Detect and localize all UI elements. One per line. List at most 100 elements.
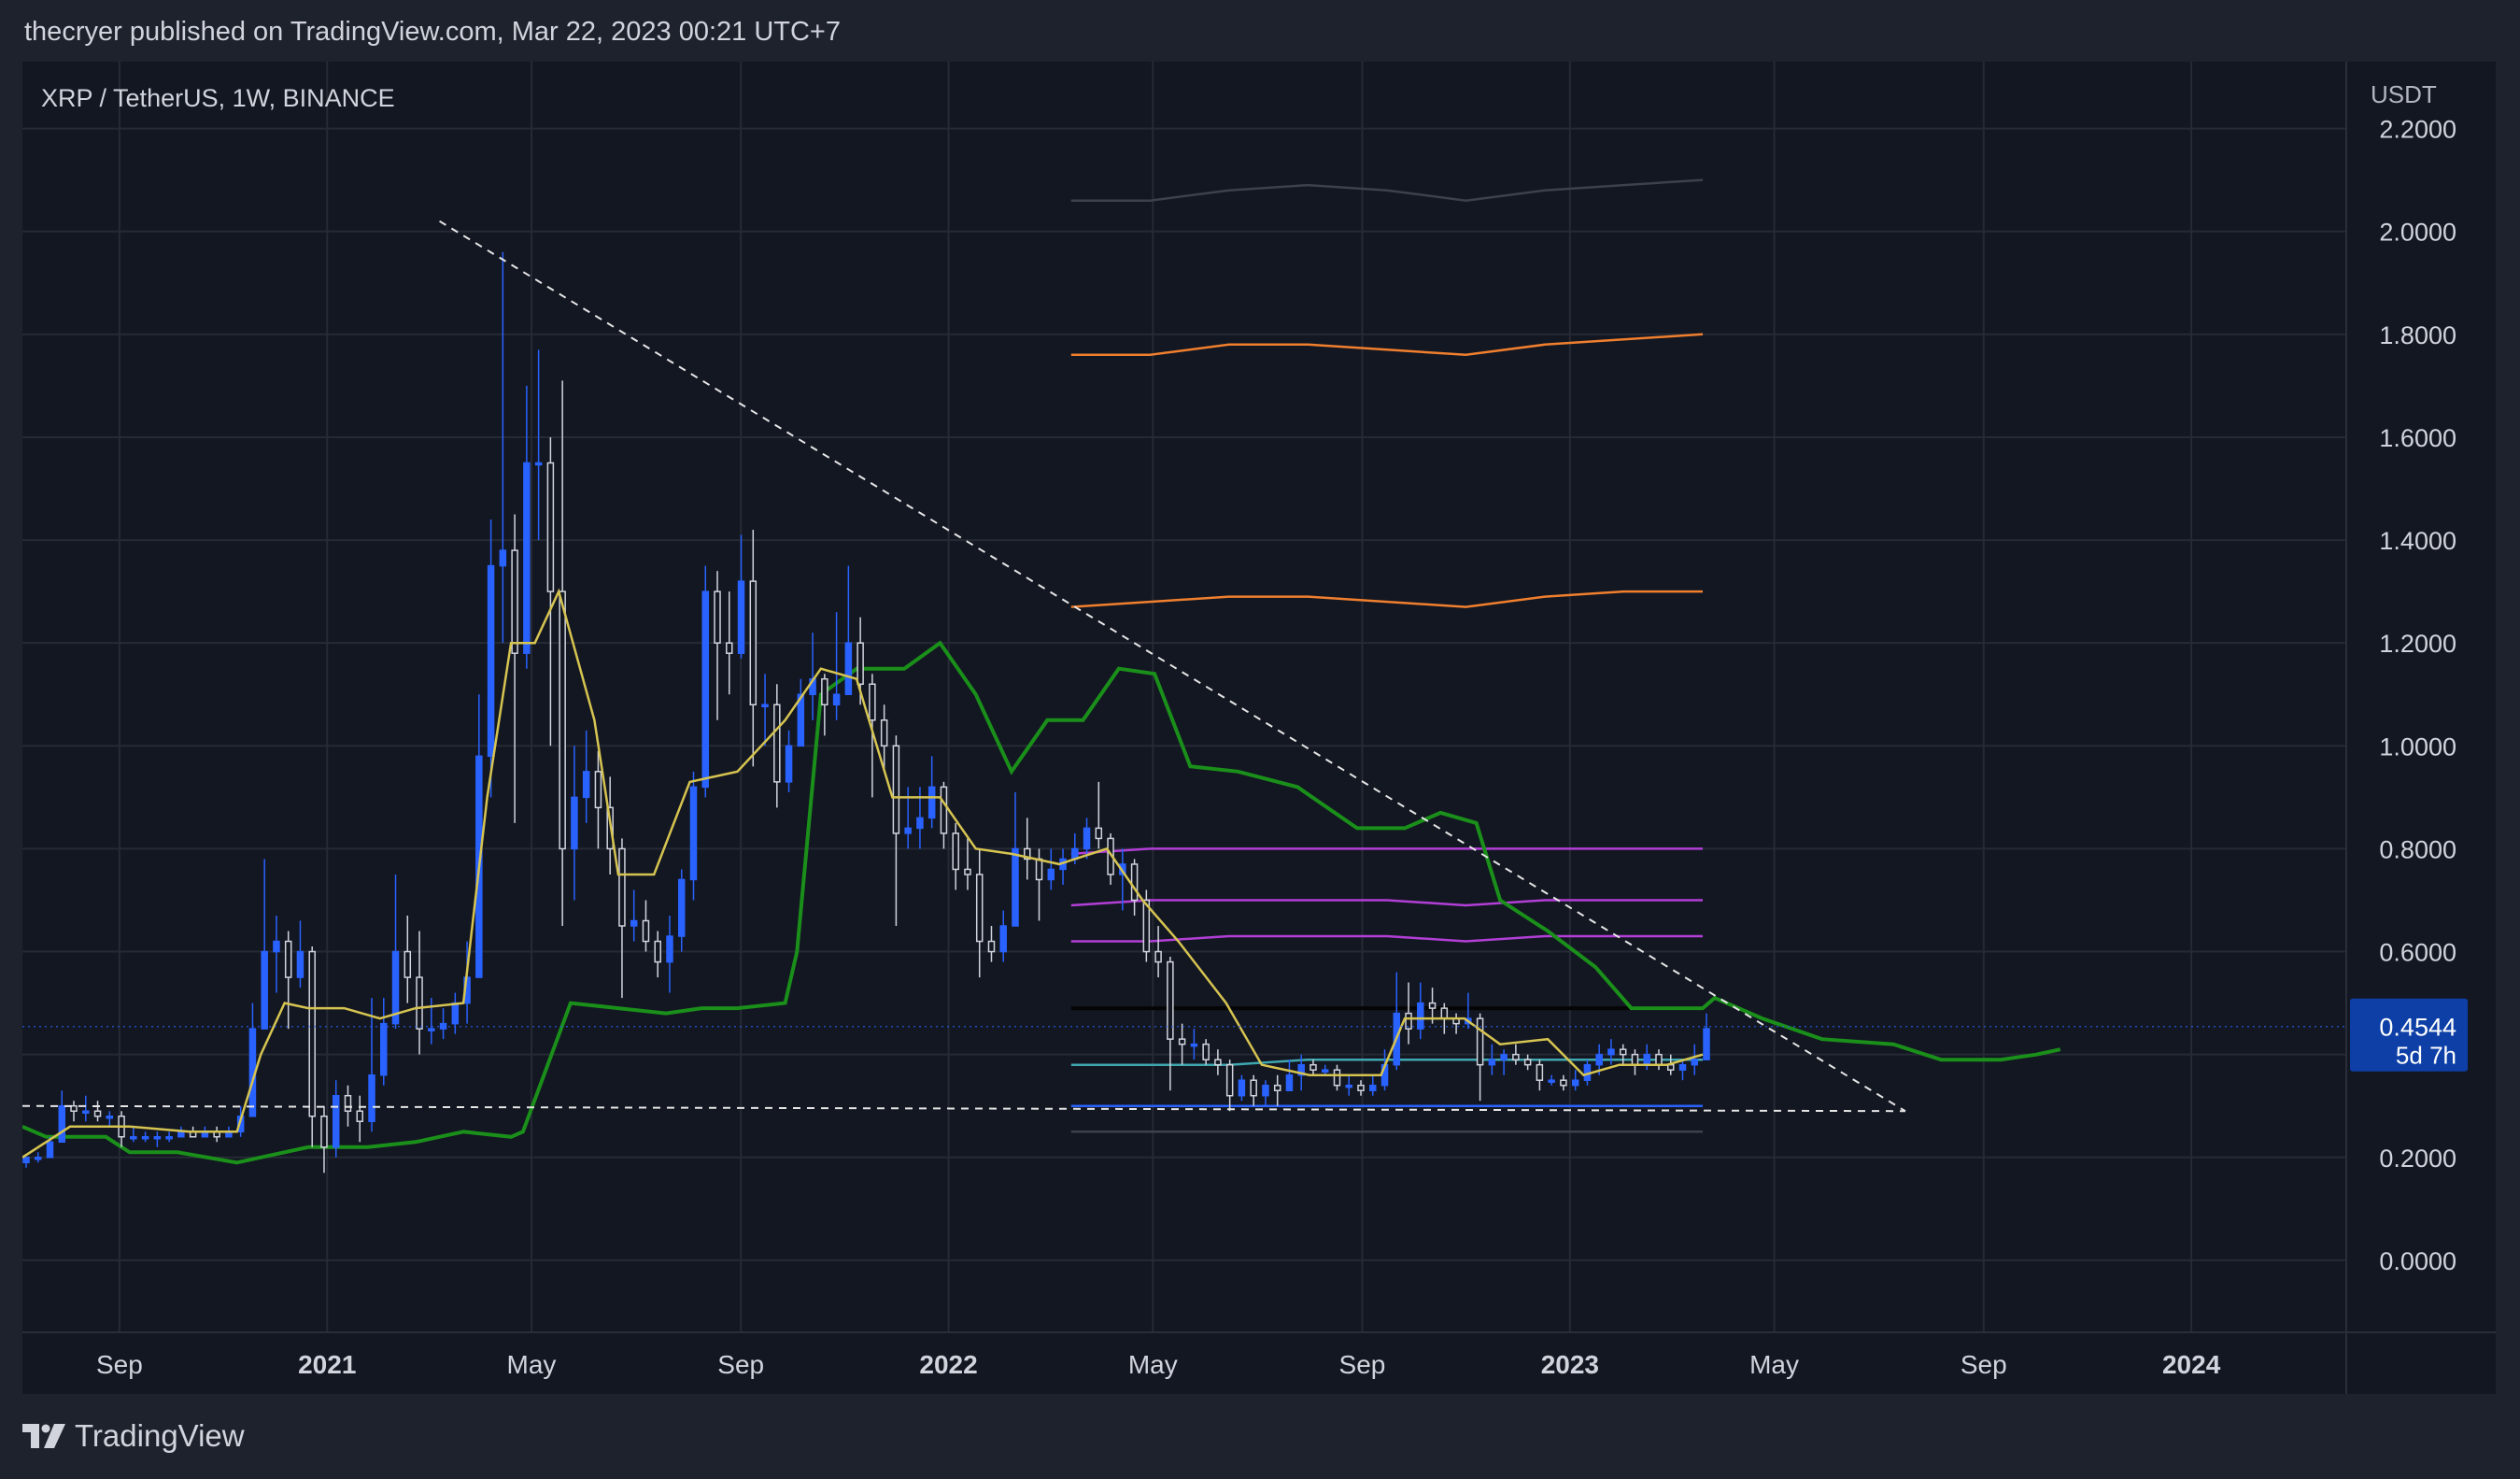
- candle[interactable]: [1333, 1064, 1341, 1091]
- candle[interactable]: [165, 1131, 173, 1143]
- candle[interactable]: [487, 519, 495, 798]
- candle[interactable]: [1154, 926, 1162, 978]
- candle[interactable]: [93, 1101, 102, 1122]
- candle[interactable]: [391, 874, 400, 1030]
- candle[interactable]: [1560, 1074, 1567, 1091]
- candle[interactable]: [749, 530, 757, 767]
- candle[interactable]: [1523, 1054, 1532, 1071]
- candle[interactable]: [571, 746, 578, 901]
- candle[interactable]: [594, 750, 602, 849]
- candle[interactable]: [1678, 1059, 1687, 1081]
- candle[interactable]: [130, 1126, 137, 1143]
- candle[interactable]: [832, 612, 841, 720]
- candle[interactable]: [308, 946, 316, 1147]
- candle[interactable]: [785, 730, 793, 792]
- candle[interactable]: [952, 822, 959, 890]
- candle[interactable]: [1476, 1013, 1484, 1102]
- candle[interactable]: [773, 684, 781, 808]
- candle[interactable]: [582, 730, 590, 823]
- candle[interactable]: [689, 771, 698, 901]
- candle[interactable]: [726, 591, 733, 695]
- last-price-tag[interactable]: [2350, 998, 2468, 1072]
- candle[interactable]: [416, 931, 423, 1055]
- candle[interactable]: [1214, 1049, 1222, 1075]
- candle[interactable]: [1405, 982, 1412, 1045]
- candle[interactable]: [511, 514, 518, 823]
- candle[interactable]: [666, 916, 673, 993]
- candle[interactable]: [356, 1095, 364, 1143]
- candle[interactable]: [677, 869, 686, 952]
- candle[interactable]: [82, 1095, 90, 1122]
- candle[interactable]: [22, 1157, 30, 1168]
- candle[interactable]: [1047, 848, 1055, 890]
- candle[interactable]: [35, 1152, 42, 1163]
- candle[interactable]: [880, 704, 888, 772]
- candle[interactable]: [654, 931, 661, 978]
- candle[interactable]: [499, 251, 507, 644]
- candle[interactable]: [534, 349, 543, 541]
- candle[interactable]: [70, 1101, 78, 1122]
- candle[interactable]: [1691, 1044, 1699, 1075]
- candle[interactable]: [1571, 1070, 1579, 1091]
- candle[interactable]: [821, 674, 828, 736]
- candle[interactable]: [1703, 1013, 1710, 1060]
- candle[interactable]: [1488, 1044, 1496, 1075]
- candle[interactable]: [1500, 1049, 1508, 1075]
- candle[interactable]: [559, 380, 566, 927]
- candle[interactable]: [1250, 1074, 1257, 1106]
- candle[interactable]: [403, 916, 412, 1003]
- candle[interactable]: [296, 920, 304, 988]
- candle[interactable]: [1202, 1039, 1210, 1065]
- candle[interactable]: [1262, 1080, 1269, 1106]
- candle[interactable]: [332, 1080, 340, 1158]
- candle[interactable]: [975, 848, 984, 978]
- candle[interactable]: [380, 998, 388, 1086]
- descending-resistance-trendline[interactable]: [439, 220, 1906, 1113]
- candle[interactable]: [141, 1131, 149, 1143]
- candle[interactable]: [1095, 781, 1103, 849]
- candle[interactable]: [1190, 1029, 1198, 1060]
- candle[interactable]: [1083, 818, 1091, 860]
- candle[interactable]: [1167, 957, 1174, 1091]
- candle[interactable]: [999, 910, 1007, 962]
- horizontal-support-trendline[interactable]: [22, 1104, 1905, 1113]
- candle[interactable]: [284, 931, 292, 1030]
- candle[interactable]: [618, 838, 626, 999]
- candle[interactable]: [927, 756, 936, 829]
- candle[interactable]: [106, 1111, 114, 1127]
- candle[interactable]: [701, 565, 710, 798]
- candle[interactable]: [1417, 982, 1424, 1040]
- candle[interactable]: [1238, 1074, 1246, 1102]
- candle[interactable]: [642, 900, 650, 952]
- candle[interactable]: [261, 859, 268, 1030]
- candle[interactable]: [1285, 1059, 1294, 1091]
- candle[interactable]: [964, 838, 971, 890]
- candle[interactable]: [1512, 1044, 1520, 1065]
- candle[interactable]: [844, 565, 853, 695]
- candle[interactable]: [368, 998, 375, 1132]
- candle[interactable]: [1024, 818, 1031, 880]
- candle[interactable]: [1310, 1059, 1317, 1075]
- candle[interactable]: [892, 735, 900, 927]
- candle[interactable]: [153, 1131, 162, 1147]
- candle[interactable]: [546, 436, 555, 747]
- candle[interactable]: [1548, 1074, 1555, 1086]
- candle[interactable]: [1178, 1023, 1186, 1065]
- candle[interactable]: [273, 916, 280, 993]
- candle[interactable]: [1369, 1074, 1377, 1096]
- candle[interactable]: [987, 926, 996, 962]
- candle[interactable]: [869, 674, 876, 798]
- candle[interactable]: [1607, 1039, 1615, 1065]
- candle[interactable]: [1321, 1064, 1329, 1075]
- candle[interactable]: [58, 1090, 66, 1144]
- candle[interactable]: [1536, 1059, 1544, 1091]
- candle[interactable]: [1345, 1074, 1352, 1096]
- candle[interactable]: [523, 385, 531, 669]
- candle[interactable]: [1225, 1059, 1234, 1112]
- candle[interactable]: [1273, 1074, 1281, 1106]
- tradingview-brand[interactable]: TradingView: [22, 1418, 245, 1454]
- candle[interactable]: [737, 534, 745, 659]
- candle[interactable]: [1357, 1080, 1365, 1096]
- candle[interactable]: [797, 678, 805, 747]
